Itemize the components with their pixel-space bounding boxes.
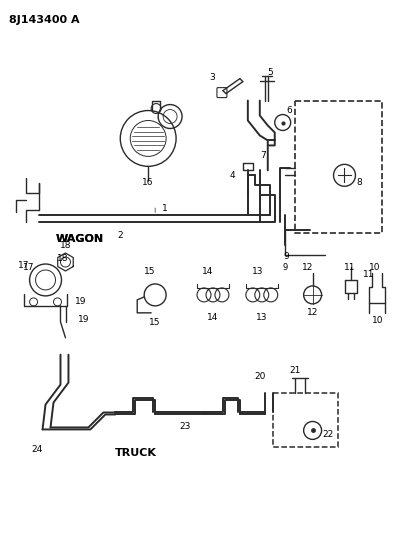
Text: 8: 8 (356, 178, 363, 187)
Text: 23: 23 (179, 422, 191, 431)
FancyBboxPatch shape (217, 87, 227, 98)
Text: 5: 5 (267, 68, 273, 77)
Text: 18: 18 (57, 254, 68, 263)
Text: 15: 15 (144, 268, 156, 277)
Text: 9: 9 (284, 252, 290, 261)
Text: TRUCK: TRUCK (115, 448, 157, 458)
Text: WAGON: WAGON (55, 234, 103, 244)
Text: 2: 2 (117, 231, 123, 240)
Text: 19: 19 (79, 315, 90, 324)
Text: 13: 13 (252, 268, 263, 277)
Text: 12: 12 (302, 263, 313, 272)
Text: 9: 9 (282, 263, 288, 272)
Text: 10: 10 (372, 316, 383, 325)
Text: 14: 14 (202, 268, 214, 277)
Text: 11: 11 (344, 263, 355, 272)
Text: 14: 14 (207, 313, 219, 322)
Text: 17: 17 (18, 261, 29, 270)
Text: 20: 20 (254, 372, 265, 381)
Text: 13: 13 (256, 313, 267, 322)
Text: 12: 12 (307, 308, 318, 317)
Text: 16: 16 (142, 178, 154, 187)
Text: 24: 24 (31, 445, 42, 454)
Text: 19: 19 (75, 297, 86, 306)
Text: 7: 7 (260, 151, 265, 160)
Text: 22: 22 (322, 430, 333, 439)
Text: 1: 1 (162, 204, 168, 213)
Text: 15: 15 (150, 318, 161, 327)
Text: 10: 10 (369, 263, 380, 272)
Text: 3: 3 (209, 73, 215, 82)
Text: 21: 21 (289, 366, 300, 375)
Text: 18: 18 (60, 241, 71, 250)
Text: 4: 4 (229, 171, 235, 180)
Text: 17: 17 (23, 263, 34, 272)
Text: 11: 11 (363, 270, 375, 279)
Text: 6: 6 (287, 106, 293, 115)
Text: 8J143400 A: 8J143400 A (9, 15, 79, 25)
Text: WAGON: WAGON (55, 234, 103, 244)
